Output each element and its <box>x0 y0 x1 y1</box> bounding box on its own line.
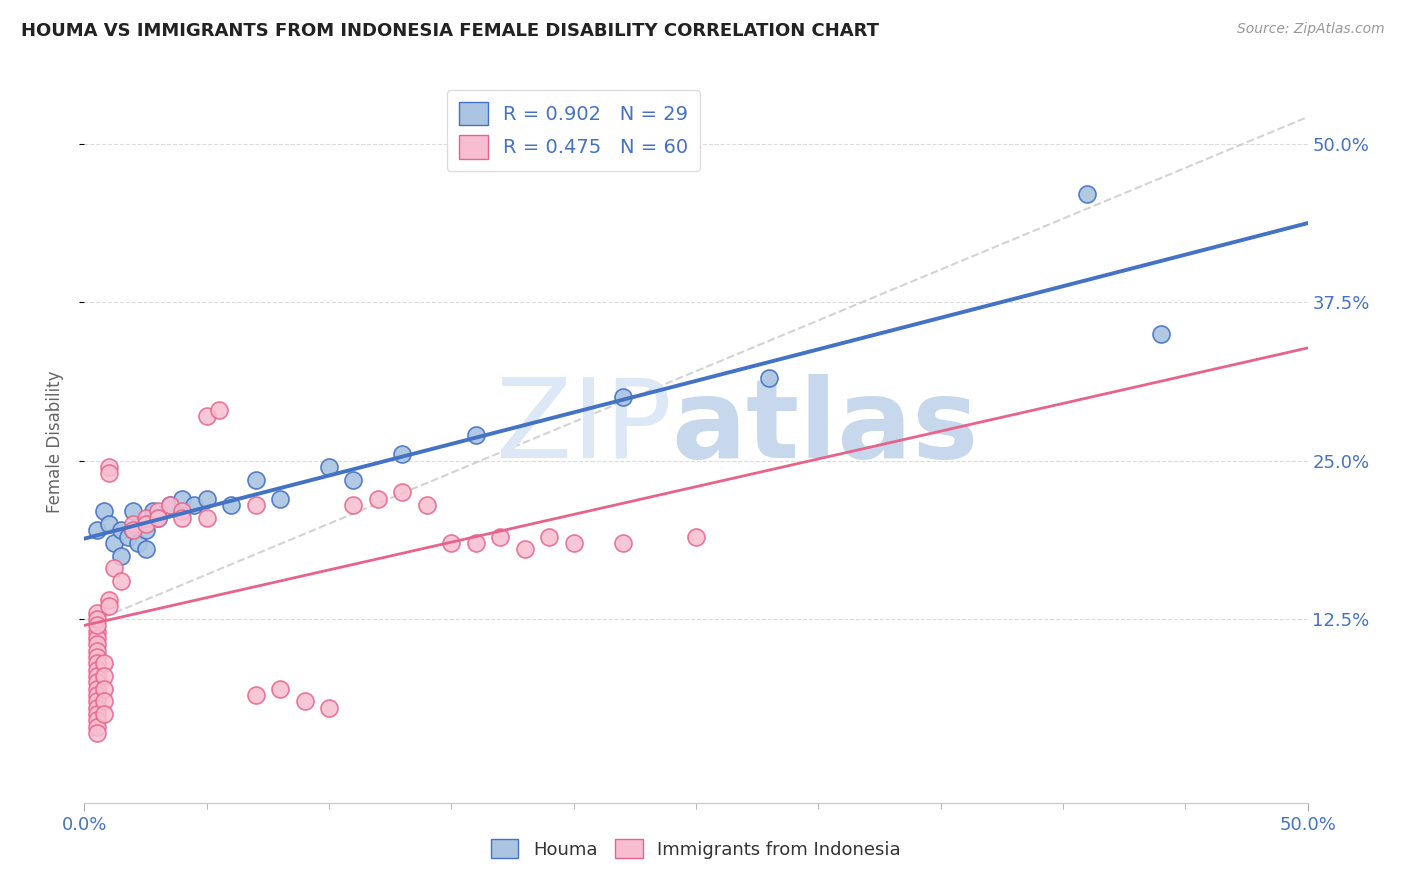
Point <box>195 510 218 524</box>
Point <box>86 688 108 702</box>
Y-axis label: Female Disability: Female Disability <box>45 370 63 513</box>
Point <box>93 681 115 696</box>
Point <box>146 510 169 524</box>
Point <box>110 523 132 537</box>
Point <box>135 510 157 524</box>
Point <box>391 447 413 461</box>
Point <box>117 530 139 544</box>
Point <box>342 473 364 487</box>
Point <box>142 504 165 518</box>
Point <box>127 536 149 550</box>
Point <box>172 510 194 524</box>
Point <box>93 694 115 708</box>
Point <box>159 498 181 512</box>
Point <box>489 530 512 544</box>
Point <box>146 510 169 524</box>
Point <box>294 694 316 708</box>
Point <box>318 700 340 714</box>
Point <box>245 688 267 702</box>
Point <box>172 491 194 506</box>
Point <box>86 523 108 537</box>
Point <box>97 516 120 531</box>
Point <box>86 612 108 626</box>
Point <box>195 491 218 506</box>
Point <box>103 536 125 550</box>
Point <box>513 542 536 557</box>
Point <box>122 504 145 518</box>
Point <box>103 561 125 575</box>
Text: HOUMA VS IMMIGRANTS FROM INDONESIA FEMALE DISABILITY CORRELATION CHART: HOUMA VS IMMIGRANTS FROM INDONESIA FEMAL… <box>21 22 879 40</box>
Point <box>183 498 205 512</box>
Point <box>86 650 108 665</box>
Point <box>612 390 634 404</box>
Point <box>464 536 486 550</box>
Text: atlas: atlas <box>672 374 979 481</box>
Point <box>342 498 364 512</box>
Point <box>219 498 242 512</box>
Point <box>416 498 439 512</box>
Text: Source: ZipAtlas.com: Source: ZipAtlas.com <box>1237 22 1385 37</box>
Point <box>208 402 231 417</box>
Point <box>1150 326 1173 341</box>
Point <box>367 491 389 506</box>
Point <box>172 504 194 518</box>
Point <box>97 593 120 607</box>
Text: ZIP: ZIP <box>496 374 672 481</box>
Point <box>86 669 108 683</box>
Point <box>97 599 120 614</box>
Point <box>86 714 108 728</box>
Point <box>1076 187 1098 202</box>
Point <box>97 459 120 474</box>
Point <box>86 694 108 708</box>
Point <box>159 498 181 512</box>
Point <box>245 498 267 512</box>
Point <box>86 707 108 722</box>
Point <box>135 523 157 537</box>
Point <box>122 516 145 531</box>
Point <box>110 549 132 563</box>
Point <box>86 624 108 639</box>
Point <box>86 618 108 632</box>
Point <box>146 504 169 518</box>
Point <box>93 504 115 518</box>
Point <box>86 657 108 671</box>
Point <box>464 428 486 442</box>
Point <box>86 637 108 651</box>
Point <box>538 530 561 544</box>
Point <box>86 643 108 657</box>
Point <box>135 542 157 557</box>
Point <box>195 409 218 424</box>
Point <box>122 523 145 537</box>
Point <box>86 606 108 620</box>
Point <box>685 530 707 544</box>
Point <box>93 657 115 671</box>
Point <box>135 516 157 531</box>
Point <box>440 536 463 550</box>
Point <box>245 473 267 487</box>
Point <box>86 663 108 677</box>
Point <box>86 726 108 740</box>
Point <box>93 707 115 722</box>
Point <box>86 700 108 714</box>
Point <box>86 675 108 690</box>
Point <box>122 523 145 537</box>
Point <box>86 720 108 734</box>
Point <box>758 371 780 385</box>
Point <box>318 459 340 474</box>
Point <box>391 485 413 500</box>
Point <box>269 491 291 506</box>
Point <box>612 536 634 550</box>
Point <box>97 467 120 481</box>
Point <box>110 574 132 588</box>
Point <box>93 669 115 683</box>
Legend: Houma, Immigrants from Indonesia: Houma, Immigrants from Indonesia <box>484 832 908 866</box>
Point <box>86 631 108 645</box>
Point <box>562 536 585 550</box>
Point <box>269 681 291 696</box>
Point <box>86 681 108 696</box>
